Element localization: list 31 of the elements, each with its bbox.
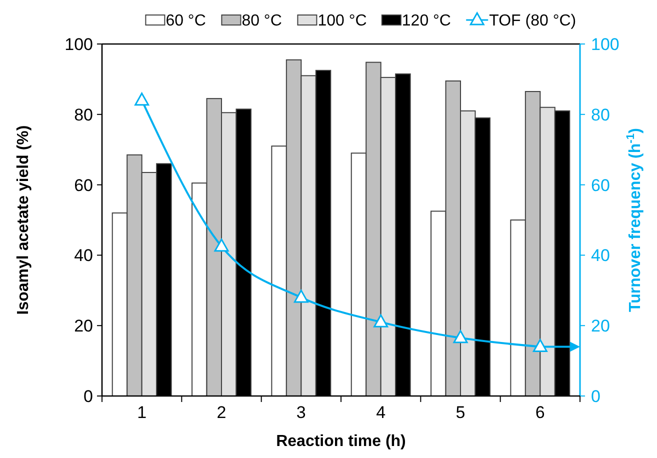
x-tick-label: 1 <box>137 403 147 422</box>
legend-label: 80 °C <box>242 12 282 30</box>
point <box>453 330 468 344</box>
point <box>294 290 308 303</box>
x-tick-label: 6 <box>535 403 545 422</box>
x-tick-label: 5 <box>456 403 466 422</box>
x-tick-label: 2 <box>216 403 226 422</box>
point <box>374 314 388 328</box>
y-tick-label: 20 <box>74 316 93 336</box>
point <box>134 92 150 106</box>
y2-tick-label: 100 <box>591 34 620 54</box>
y2-tick-label: 20 <box>591 316 610 336</box>
y-axis-title: Isoamyl acetate yield (%) <box>15 125 32 315</box>
legend-label: 100 °C <box>318 12 367 30</box>
y-tick-label: 40 <box>74 246 93 266</box>
legend-label: TOF (80 °C) <box>489 12 576 30</box>
legend-label: 120 °C <box>402 12 451 30</box>
y2-tick-label: 80 <box>591 105 610 124</box>
legend-label: 60 °C <box>166 12 206 30</box>
x-tick-label: 3 <box>296 403 306 422</box>
x-axis-title: Reaction time (h) <box>276 433 406 450</box>
y-tick-label: 100 <box>64 34 93 54</box>
y-tick-label: 80 <box>74 105 93 124</box>
y2-tick-label: 0 <box>591 386 600 406</box>
y-tick-label: 60 <box>74 176 93 195</box>
point <box>532 338 548 352</box>
y2-tick-label: 60 <box>591 176 610 195</box>
point <box>214 238 229 252</box>
y-tick-label: 0 <box>84 386 93 406</box>
y2-tick-label: 40 <box>591 246 610 266</box>
x-tick-label: 4 <box>376 403 386 422</box>
